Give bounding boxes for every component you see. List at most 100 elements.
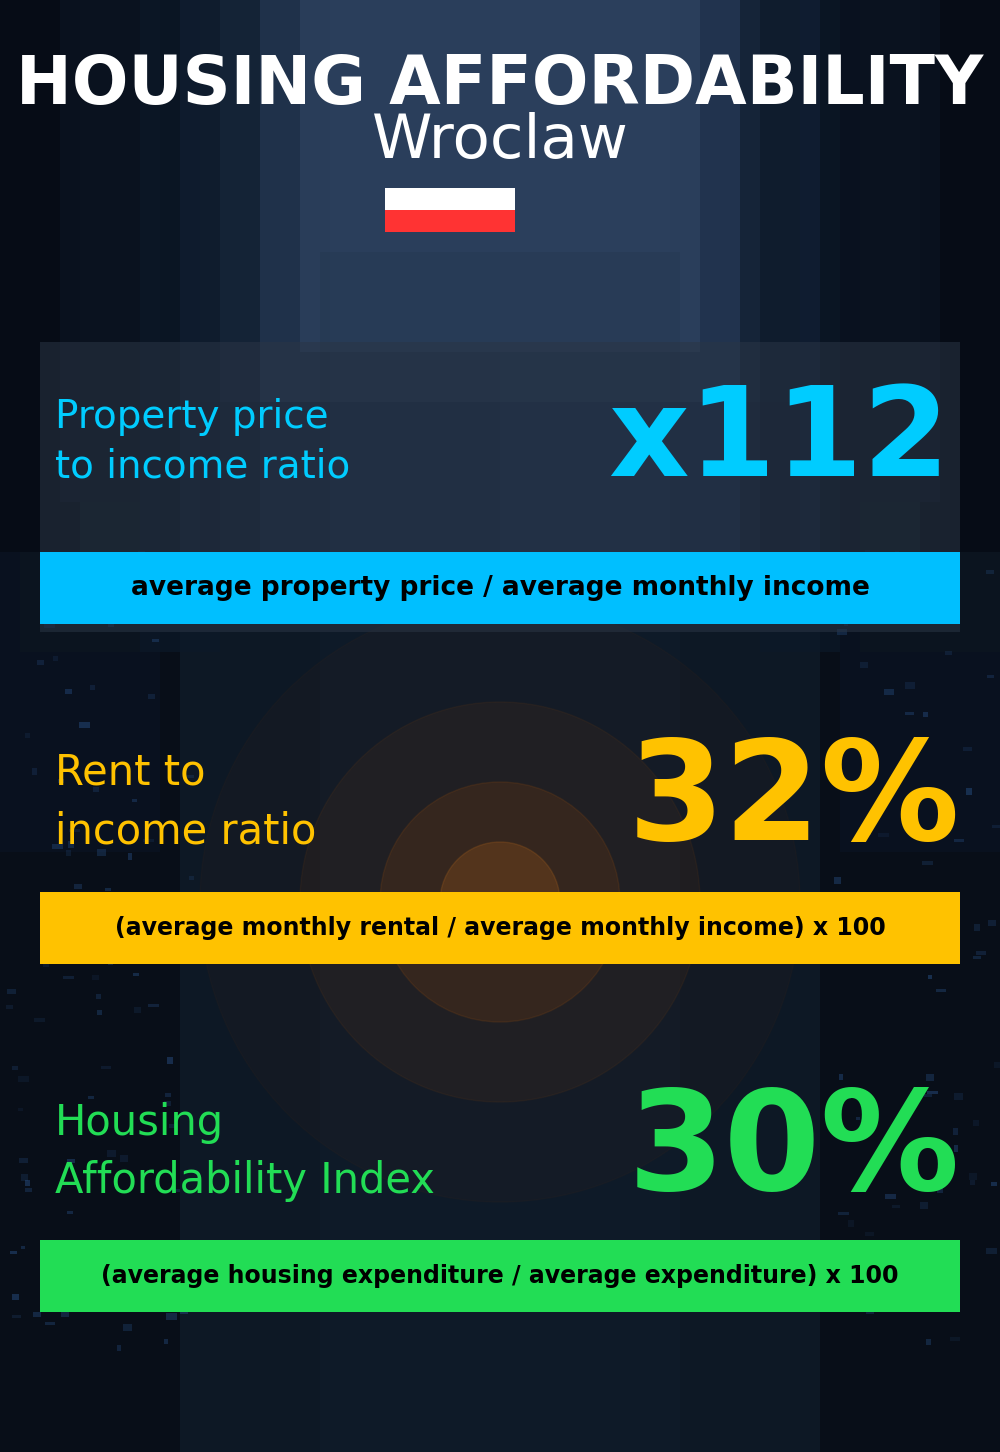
- Bar: [12, 1294, 19, 1300]
- Bar: [839, 590, 844, 594]
- Bar: [65, 690, 72, 694]
- Bar: [152, 639, 159, 642]
- Bar: [856, 1117, 860, 1119]
- Bar: [138, 550, 145, 558]
- Circle shape: [440, 842, 560, 963]
- Bar: [949, 903, 953, 908]
- Bar: [37, 661, 44, 665]
- Bar: [108, 621, 114, 627]
- Bar: [864, 832, 871, 835]
- Text: Property price
to income ratio: Property price to income ratio: [55, 398, 350, 486]
- Bar: [33, 1313, 41, 1317]
- Bar: [44, 621, 55, 629]
- Bar: [134, 1008, 141, 1013]
- Bar: [18, 1108, 23, 1111]
- Bar: [148, 694, 155, 698]
- Text: (average monthly rental / average monthly income) x 100: (average monthly rental / average monthl…: [115, 916, 885, 939]
- Bar: [872, 562, 879, 566]
- Bar: [885, 1194, 896, 1199]
- Text: x112: x112: [608, 382, 950, 502]
- Bar: [938, 1292, 943, 1295]
- Bar: [66, 849, 71, 857]
- Bar: [150, 619, 157, 623]
- Bar: [164, 1101, 171, 1106]
- Bar: [92, 974, 99, 980]
- Bar: [992, 825, 1000, 828]
- Bar: [6, 1005, 13, 1009]
- Bar: [385, 211, 515, 232]
- Bar: [987, 675, 994, 678]
- Bar: [920, 1202, 928, 1210]
- Bar: [189, 876, 194, 880]
- Bar: [88, 1096, 94, 1099]
- Bar: [107, 1150, 116, 1157]
- Bar: [25, 733, 30, 738]
- Bar: [7, 989, 16, 995]
- Bar: [32, 768, 37, 775]
- Bar: [945, 650, 952, 655]
- Bar: [921, 579, 931, 587]
- Bar: [107, 912, 115, 918]
- Bar: [947, 587, 953, 591]
- Bar: [914, 1252, 924, 1255]
- Bar: [69, 829, 80, 832]
- Bar: [946, 555, 951, 558]
- Bar: [883, 611, 894, 617]
- Bar: [944, 1150, 949, 1157]
- Bar: [97, 849, 106, 857]
- Bar: [164, 1339, 168, 1345]
- Bar: [183, 775, 194, 778]
- Bar: [910, 1307, 917, 1313]
- Bar: [0, 0, 150, 552]
- Bar: [901, 1157, 905, 1163]
- Bar: [926, 559, 936, 562]
- Bar: [320, 253, 680, 1452]
- Bar: [166, 1313, 177, 1320]
- Bar: [860, 0, 1000, 652]
- Bar: [12, 1316, 21, 1318]
- Bar: [149, 579, 158, 587]
- Bar: [892, 1205, 900, 1208]
- Bar: [128, 852, 132, 860]
- Bar: [188, 1269, 194, 1272]
- Bar: [878, 833, 889, 836]
- Bar: [895, 550, 899, 558]
- Bar: [861, 1101, 870, 1104]
- Bar: [93, 787, 99, 791]
- Bar: [25, 1188, 32, 1192]
- Bar: [670, 0, 850, 552]
- Bar: [100, 611, 108, 619]
- Bar: [103, 939, 111, 945]
- Text: Rent to
income ratio: Rent to income ratio: [55, 752, 316, 852]
- Bar: [927, 1090, 938, 1093]
- Bar: [840, 0, 1000, 852]
- Bar: [57, 558, 62, 560]
- Bar: [61, 1311, 69, 1317]
- Text: (average housing expenditure / average expenditure) x 100: (average housing expenditure / average e…: [101, 1265, 899, 1288]
- Bar: [928, 974, 932, 979]
- Text: Wroclaw: Wroclaw: [372, 112, 628, 171]
- Bar: [923, 711, 928, 717]
- Bar: [954, 839, 964, 842]
- Bar: [132, 799, 137, 802]
- Bar: [924, 1093, 932, 1098]
- Bar: [58, 614, 62, 617]
- Bar: [840, 0, 940, 502]
- Bar: [845, 1278, 852, 1284]
- Bar: [385, 187, 515, 211]
- Bar: [837, 629, 847, 635]
- Circle shape: [380, 783, 620, 1022]
- Bar: [120, 1154, 128, 1162]
- Bar: [67, 1159, 75, 1163]
- Bar: [52, 844, 63, 849]
- Bar: [842, 1092, 851, 1099]
- Bar: [12, 1066, 18, 1070]
- Bar: [108, 961, 113, 966]
- Bar: [860, 662, 868, 668]
- Bar: [986, 571, 994, 574]
- Bar: [20, 0, 160, 652]
- Circle shape: [300, 701, 700, 1102]
- Bar: [881, 799, 886, 802]
- Bar: [96, 995, 101, 999]
- Bar: [40, 343, 960, 632]
